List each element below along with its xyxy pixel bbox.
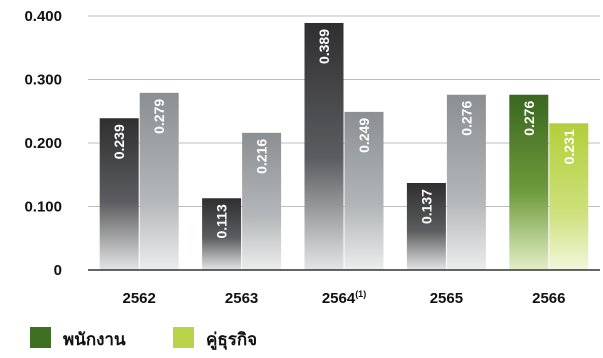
value-label: 0.249	[356, 118, 372, 153]
x-tick-label: 2562	[123, 290, 156, 307]
y-tick-label: 0.300	[24, 72, 62, 89]
value-label: 0.279	[151, 99, 167, 134]
value-labels: 0.239 0.279 0.113 0.216 0.389 0.249 0.137 0.276…	[111, 29, 577, 239]
bar-series2-2563	[242, 132, 282, 270]
legend-series1-swatch	[30, 327, 51, 348]
y-tick-label: 0.200	[24, 135, 62, 152]
value-label: 0.239	[111, 124, 127, 159]
x-tick-label: 2566	[532, 290, 565, 307]
bar-series2-2565	[446, 94, 486, 271]
y-tick-label: 0.400	[24, 8, 62, 25]
bar-series1-2566	[509, 94, 549, 271]
bar-series1-2563	[202, 198, 242, 270]
legend-series2-label: คู่ธุรกิจ	[206, 330, 257, 351]
bars	[99, 22, 589, 271]
bar-series1-2565	[406, 183, 446, 270]
bar-series2-2566	[549, 123, 589, 270]
x-tick-label: 2563	[225, 290, 258, 307]
value-label: 0.389	[316, 29, 332, 64]
axes: 0 0.100 0.200 0.300 0.400 2562 2563 2564(1) 2565…	[24, 8, 600, 307]
value-label: 0.276	[458, 101, 474, 136]
bar-series1-2562	[99, 118, 139, 270]
y-tick-label: 0	[54, 262, 62, 279]
x-tick-label: 2565	[430, 290, 463, 307]
bar-series2-2562	[139, 92, 179, 271]
bar-series1-2564	[304, 22, 344, 270]
y-tick-label: 0.100	[24, 199, 62, 216]
legend-series2-swatch	[173, 327, 194, 348]
bar-series2-2564	[344, 111, 384, 270]
value-label: 0.137	[418, 189, 434, 224]
value-label: 0.276	[521, 101, 537, 136]
value-label: 0.113	[214, 204, 230, 238]
value-label: 0.216	[254, 139, 270, 174]
value-label: 0.231	[561, 129, 577, 164]
legend: พนักงาน คู่ธุรกิจ	[30, 327, 257, 351]
footnote-marker: (1)	[355, 289, 366, 299]
legend-series1-label: พนักงาน	[63, 330, 126, 350]
x-tick-label: 2564(1)	[322, 289, 366, 307]
